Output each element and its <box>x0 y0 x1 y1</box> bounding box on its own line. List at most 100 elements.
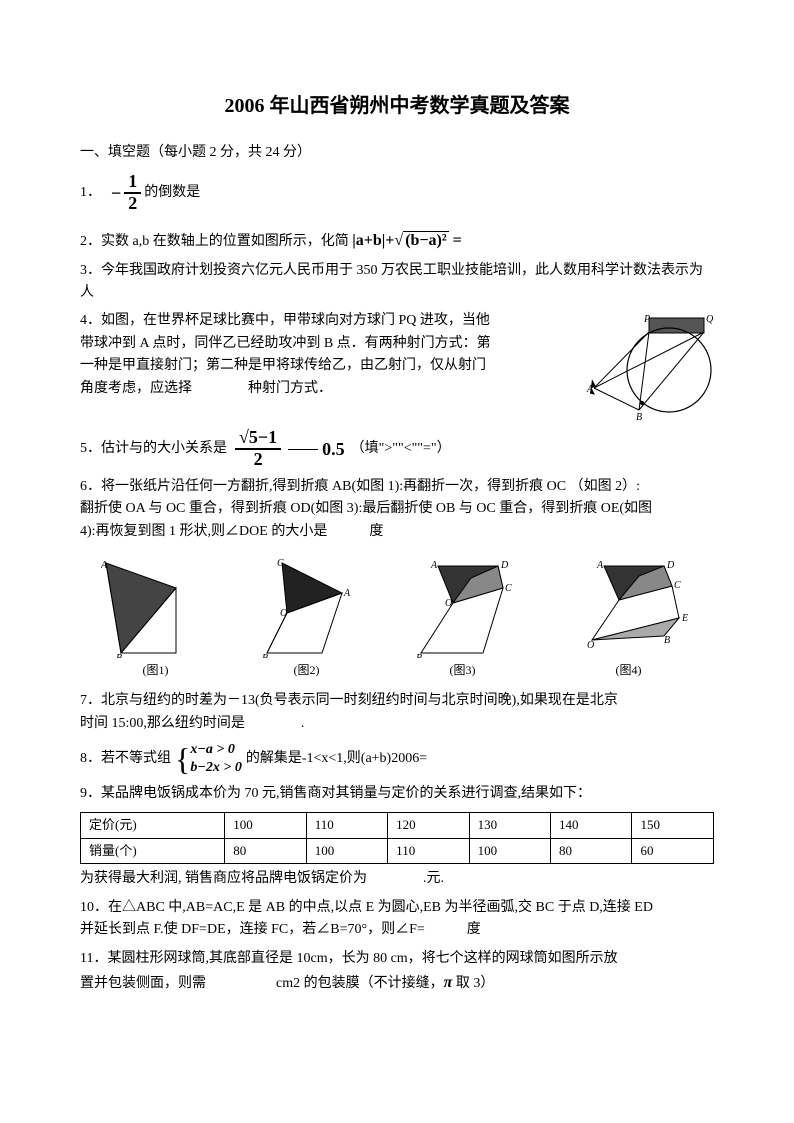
svg-text:B: B <box>116 653 122 658</box>
cell: 100 <box>306 838 387 864</box>
table-row: 销量(个) 80 100 110 100 80 60 <box>81 838 714 864</box>
svg-text:C: C <box>674 580 681 591</box>
page-title: 2006 年山西省朔州中考数学真题及答案 <box>80 90 714 122</box>
question-5: 5．估计与的大小关系是 √5−1 2 0.5 （填">""<""="） <box>80 428 714 470</box>
q8-eq2: b−2x > 0 <box>190 759 241 777</box>
q5-den: 2 <box>250 450 267 470</box>
question-2: 2．实数 a,b 在数轴上的位置如图所示，化简 |a+b|+√(b−a)² = <box>80 228 714 254</box>
svg-text:E: E <box>681 613 688 624</box>
q6-l3: 4):再恢复到图 1 形状,则∠DOE 的大小是 度 <box>80 524 383 539</box>
fold-fig-2: C A O B (图2) <box>252 558 362 680</box>
cell: 60 <box>632 838 714 864</box>
q4-l3: 一种是甲直接射门；第二种是甲将球传给乙，由乙射门，仅从射门 <box>80 358 486 373</box>
q2-sqrt: √(b−a)² <box>394 231 448 249</box>
svg-text:A: A <box>430 560 438 571</box>
svg-text:A: A <box>596 560 604 571</box>
svg-text:A: A <box>343 588 351 599</box>
table-row: 定价(元) 100 110 120 130 140 150 <box>81 812 714 838</box>
row1-label: 定价(元) <box>81 812 225 838</box>
q10-l1: 10．在△ABC 中,AB=AC,E 是 AB 的中点,以点 E 为圆心,EB … <box>80 900 653 915</box>
q6-l1: 6．将一张纸片沿任何一方翻折,得到折痕 AB(如图 1):再翻折一次，得到折痕 … <box>80 479 640 494</box>
q1-num: 1 <box>124 172 141 194</box>
q8-prefix: 8．若不等式组 <box>80 748 171 770</box>
svg-text:B: B <box>262 653 268 658</box>
svg-text:B: B <box>664 635 670 646</box>
section-heading: 一、填空题（每小题 2 分，共 24 分） <box>80 142 714 164</box>
svg-text:B: B <box>636 412 642 420</box>
price-table: 定价(元) 100 110 120 130 140 150 销量(个) 80 1… <box>80 812 714 865</box>
q2-expr: |a+b|+ <box>352 232 394 249</box>
q1-neg: − <box>111 179 121 208</box>
cell: 150 <box>632 812 714 838</box>
question-10: 10．在△ABC 中,AB=AC,E 是 AB 的中点,以点 E 为圆心,EB … <box>80 897 714 942</box>
fold-label-1: (图1) <box>143 661 169 680</box>
fold-label-4: (图4) <box>616 661 642 680</box>
q2-tail: = <box>449 232 462 249</box>
question-9: 9．某品牌电饭锅成本价为 70 元,销售商对其销量与定价的关系进行调查,结果如下… <box>80 783 714 805</box>
q4-text: 4．如图，在世界杯足球比赛中，甲带球向对方球门 PQ 进攻，当他 带球冲到 A … <box>80 310 584 400</box>
question-1: 1． − 1 2 的倒数是 <box>80 172 714 214</box>
cell: 100 <box>469 838 550 864</box>
q2-prefix: 2．实数 a,b 在数轴上的位置如图所示，化简 <box>80 234 349 249</box>
q1-prefix: 1． <box>80 182 101 204</box>
q4-l4: 角度考虑，应选择 种射门方式． <box>80 381 332 396</box>
fold-label-3: (图3) <box>450 661 476 680</box>
svg-text:C: C <box>505 583 512 594</box>
svg-text:O: O <box>587 640 594 651</box>
q5-num: √5−1 <box>235 428 281 450</box>
question-8: 8．若不等式组 { x−a > 0 b−2x > 0 的解集是-1<x<1,则(… <box>80 741 714 777</box>
q1-suffix: 的倒数是 <box>144 182 200 204</box>
svg-text:O: O <box>445 598 452 609</box>
q4-l2: 带球冲到 A 点时，同伴乙已经助攻冲到 B 点．有两种射门方式：第 <box>80 336 491 351</box>
q10-l2: 并延长到点 F.使 DF=DE，连接 FC，若∠B=70°，则∠F= 度 <box>80 922 481 937</box>
cell: 80 <box>225 838 306 864</box>
q11-l2a: 置并包装侧面，则需 cm2 的包装膜（不计接缝， <box>80 976 444 991</box>
q9-tail: 为获得最大利润, 销售商应将品牌电饭锅定价为 .元. <box>80 868 714 890</box>
q8-eq1: x−a > 0 <box>190 741 241 759</box>
q6-l2: 翻折使 OA 与 OC 重合，得到折痕 OD(如图 3):最后翻折使 OB 与 … <box>80 501 652 516</box>
question-3: 3．今年我国政府计划投资六亿元人民币用于 350 万农民工职业技能培训，此人数用… <box>80 260 714 305</box>
q8-suffix: 的解集是-1<x<1,则(a+b)2006= <box>246 748 427 770</box>
cell: 110 <box>388 838 469 864</box>
q5-sqrt5: 5 <box>249 427 258 447</box>
fold-fig-4: A D C E B O (图4) <box>564 558 694 680</box>
cell: 80 <box>551 838 632 864</box>
q4-diagram: P Q A B <box>584 310 714 420</box>
q7-l1: 7．北京与纽约的时差为－13(负号表示同一时刻纽约时间与北京时间晚),如果现在是… <box>80 693 618 708</box>
cell: 130 <box>469 812 550 838</box>
cell: 120 <box>388 812 469 838</box>
q8-brace-eq: { x−a > 0 b−2x > 0 <box>175 741 242 777</box>
q5-val: 0.5 <box>322 435 345 464</box>
q11-l2b: 取 3） <box>452 976 494 991</box>
svg-text:D: D <box>500 560 509 571</box>
svg-text:Q: Q <box>706 314 714 325</box>
svg-text:O: O <box>280 608 287 619</box>
q5-blank <box>288 449 318 450</box>
q5-fraction: √5−1 2 <box>235 428 281 470</box>
q1-den: 2 <box>124 194 141 214</box>
cell: 140 <box>551 812 632 838</box>
svg-text:P: P <box>643 314 650 325</box>
svg-text:C: C <box>277 558 284 569</box>
fold-label-2: (图2) <box>294 661 320 680</box>
cell: 100 <box>225 812 306 838</box>
fold-diagrams: A B (图1) C A O B (图2) A D C O B (图3) <box>80 558 714 680</box>
q4-l1: 4．如图，在世界杯足球比赛中，甲带球向对方球门 PQ 进攻，当他 <box>80 313 490 328</box>
q2-sqrt-body: (b−a)² <box>403 231 448 249</box>
brace-content: x−a > 0 b−2x > 0 <box>190 741 241 777</box>
cell: 110 <box>306 812 387 838</box>
row2-label: 销量(个) <box>81 838 225 864</box>
question-7: 7．北京与纽约的时差为－13(负号表示同一时刻纽约时间与北京时间晚),如果现在是… <box>80 690 714 735</box>
q9-text: 9．某品牌电饭锅成本价为 70 元,销售商对其销量与定价的关系进行调查,结果如下… <box>80 786 591 801</box>
question-11: 11．某圆柱形网球筒,其底部直径是 10cm，长为 80 cm，将七个这样的网球… <box>80 948 714 996</box>
svg-text:D: D <box>666 560 675 571</box>
svg-text:B: B <box>416 653 422 658</box>
svg-text:A: A <box>101 560 108 571</box>
fold-fig-3: A D C O B (图3) <box>403 558 523 680</box>
q7-l2: 时间 15:00,那么纽约时间是 . <box>80 716 304 731</box>
fold-fig-1: A B (图1) <box>101 558 211 680</box>
q11-l1: 11．某圆柱形网球筒,其底部直径是 10cm，长为 80 cm，将七个这样的网球… <box>80 951 618 966</box>
question-4: 4．如图，在世界杯足球比赛中，甲带球向对方球门 PQ 进攻，当他 带球冲到 A … <box>80 310 714 420</box>
brace-icon: { <box>175 743 190 775</box>
q5-prefix: 5．估计与的大小关系是 <box>80 438 227 460</box>
